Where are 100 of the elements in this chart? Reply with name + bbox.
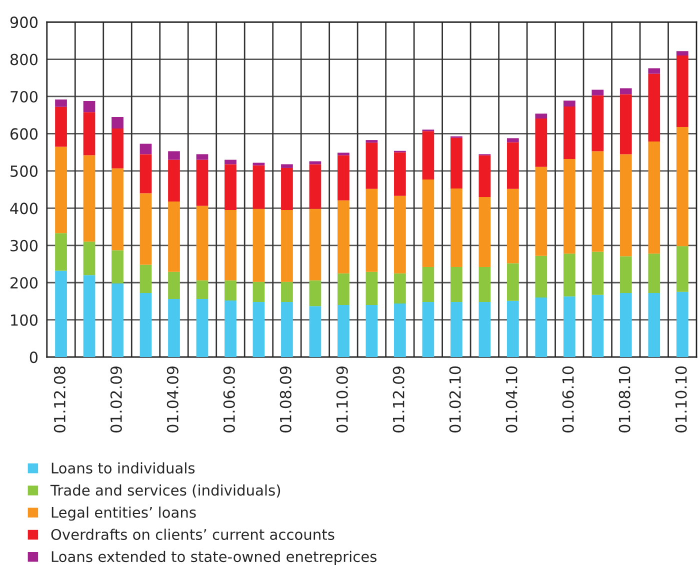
bar (478, 155, 491, 198)
legend-label: Overdrafts on clients’ current accounts (51, 528, 334, 540)
bar (422, 131, 434, 180)
bar (112, 168, 124, 250)
bar (83, 275, 96, 358)
bar (112, 283, 124, 358)
bar (338, 304, 350, 358)
bar (224, 210, 236, 280)
bar (506, 300, 519, 358)
bar (196, 280, 208, 300)
bar (506, 188, 519, 264)
bar (648, 142, 660, 254)
bar (224, 164, 236, 210)
bar (450, 138, 462, 188)
x-tick-label: 01.02.10 (449, 366, 461, 432)
bar (224, 280, 236, 300)
x-tick-label: 01.02.09 (110, 366, 122, 432)
x-tick-label: 01.04.09 (166, 366, 178, 432)
bar (422, 302, 434, 358)
bar (168, 151, 180, 160)
bar (338, 200, 350, 274)
bar (648, 68, 660, 74)
bar (281, 282, 293, 302)
bar (648, 254, 660, 294)
bar (563, 106, 576, 160)
bar (535, 166, 548, 256)
bar (140, 144, 152, 154)
x-tick-label: 01.06.10 (562, 366, 574, 432)
bar (309, 306, 322, 358)
bar (112, 250, 124, 284)
bar (55, 146, 67, 234)
legend-label: Loans to individuals (52, 462, 195, 474)
y-tick-label: 300 (10, 240, 38, 252)
bar (55, 106, 67, 147)
bar (394, 303, 406, 358)
bar (506, 142, 519, 189)
bar (535, 256, 548, 298)
bar (620, 154, 632, 256)
y-tick-label: 500 (10, 165, 38, 177)
y-tick-label: 100 (11, 314, 38, 326)
legend-label: Loans extended to state-owned enetreprices (52, 550, 376, 565)
x-tick-label: 01.08.10 (618, 366, 630, 432)
y-tick-label: 600 (10, 128, 38, 140)
bar (592, 90, 604, 96)
bar (394, 152, 406, 196)
bar (620, 256, 632, 294)
bar (450, 266, 462, 302)
bar (592, 294, 604, 358)
bar (676, 127, 688, 246)
bar (252, 302, 265, 358)
bar (281, 210, 293, 282)
legend-label: Legal entities’ loans (52, 506, 196, 521)
bar (338, 155, 350, 200)
bar (620, 88, 632, 94)
bar (140, 193, 152, 265)
bar (196, 154, 208, 160)
bar (140, 264, 152, 294)
bar (55, 270, 67, 358)
x-tick-label: 01.06.09 (223, 366, 235, 432)
bar (478, 266, 491, 302)
bar (592, 252, 604, 295)
bar (168, 272, 180, 300)
bar (140, 293, 152, 358)
bar (309, 208, 322, 280)
y-tick-label: 900 (10, 16, 38, 28)
bar (563, 100, 576, 107)
bar (394, 273, 406, 304)
bar (563, 159, 576, 254)
bar (366, 272, 378, 305)
y-tick-label: 400 (10, 202, 38, 214)
bar (224, 300, 236, 358)
bar (366, 304, 378, 358)
x-tick-label: 01.12.09 (392, 366, 404, 432)
bar (168, 201, 180, 272)
bar (168, 299, 180, 358)
bar (648, 74, 660, 142)
bar (535, 118, 548, 167)
bar (252, 208, 265, 282)
legend-label: Trade and services (individuals) (50, 484, 280, 498)
bar (168, 160, 180, 202)
bar (422, 266, 434, 302)
bar (83, 155, 96, 242)
bar (366, 188, 378, 272)
x-tick-label: 01.04.10 (506, 366, 518, 432)
x-tick-label: 01.12.08 (54, 366, 66, 432)
bar (338, 152, 350, 156)
bar (252, 282, 265, 302)
bar (563, 254, 576, 296)
bar (676, 51, 688, 56)
bar (676, 292, 688, 358)
bar (252, 162, 265, 166)
bar (450, 188, 462, 267)
x-tick-label: 01.10.10 (675, 366, 687, 432)
bar (535, 298, 548, 358)
bar (281, 164, 293, 168)
y-tick-label: 0 (30, 352, 38, 364)
bar (506, 138, 519, 142)
bar (309, 280, 322, 306)
bar (563, 296, 576, 358)
x-tick-label: 01.10.09 (336, 366, 348, 432)
